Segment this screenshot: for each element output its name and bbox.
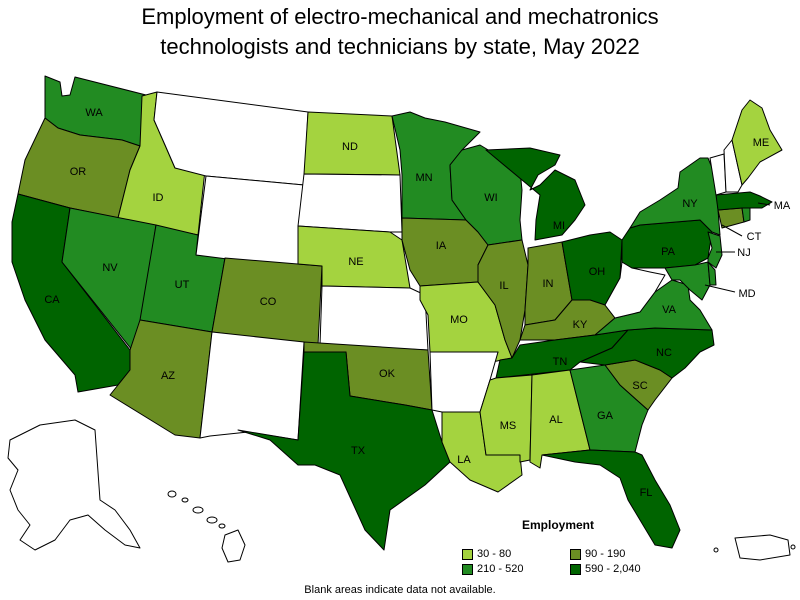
legend-swatch [462, 548, 473, 560]
state-wy[interactable] [195, 175, 305, 269]
label-ia: IA [436, 240, 447, 252]
state-ms[interactable] [479, 374, 533, 463]
label-nd: ND [342, 141, 358, 153]
state-nj[interactable] [707, 231, 723, 269]
legend-label: 210 - 520 [477, 563, 524, 575]
hawaii-small-islands [167, 490, 226, 529]
state-nm[interactable] [199, 331, 305, 441]
state-md[interactable] [664, 261, 711, 301]
label-pa: PA [661, 246, 676, 258]
state-labels: WA OR CA ID NV UT AZ CO ND NE OK TX MN I… [44, 107, 791, 499]
label-il: IL [499, 280, 508, 292]
state-hi[interactable] [221, 529, 246, 563]
legend-item-590-2040: 590 - 2,040 [570, 563, 641, 575]
label-ut: UT [175, 279, 190, 291]
label-ma: MA [774, 200, 791, 212]
state-tx[interactable] [237, 351, 451, 551]
label-ky: KY [573, 319, 588, 331]
label-mo: MO [450, 314, 468, 326]
puerto-rico-small-islands [713, 544, 796, 553]
label-co: CO [260, 296, 277, 308]
state-ks[interactable] [319, 285, 429, 351]
label-nc: NC [656, 347, 672, 359]
leader-lines [704, 202, 771, 293]
state-ct[interactable] [717, 207, 745, 229]
state-ri[interactable] [741, 207, 751, 223]
label-id: ID [153, 192, 164, 204]
label-md: MD [738, 288, 755, 300]
label-ok: OK [379, 368, 396, 380]
state-sd[interactable] [297, 173, 403, 233]
label-ca: CA [44, 294, 60, 306]
state-me[interactable] [731, 99, 783, 186]
label-me: ME [753, 137, 770, 149]
state-pr[interactable] [734, 534, 791, 561]
label-tn: TN [553, 356, 568, 368]
state-fl[interactable] [541, 449, 681, 549]
footnote: Blank areas indicate data not available. [304, 584, 496, 596]
label-az: AZ [161, 370, 175, 382]
label-or: OR [70, 166, 87, 178]
legend-swatch [570, 563, 581, 575]
label-al: AL [549, 414, 562, 426]
label-nj: NJ [737, 247, 750, 259]
label-ny: NY [682, 198, 698, 210]
label-in: IN [543, 278, 554, 290]
legend-item-30-80: 30 - 80 [462, 548, 511, 560]
label-fl: FL [640, 487, 653, 499]
legend-label: 590 - 2,040 [585, 563, 641, 575]
legend-item-210-520: 210 - 520 [462, 563, 523, 575]
label-nv: NV [102, 262, 118, 274]
legend-item-90-190: 90 - 190 [570, 548, 625, 560]
state-ak[interactable] [7, 419, 141, 551]
legend-title: Employment [522, 518, 595, 532]
label-ms: MS [500, 420, 517, 432]
state-ma[interactable] [715, 191, 773, 211]
state-mi[interactable] [485, 147, 586, 241]
label-oh: OH [589, 266, 606, 278]
label-mi: MI [553, 220, 565, 232]
state-wv[interactable] [604, 261, 666, 319]
state-nh[interactable] [723, 139, 743, 193]
map-title: Employment of electro-mechanical and mec… [0, 2, 800, 62]
label-la: LA [457, 454, 471, 466]
label-mn: MN [415, 172, 432, 184]
legend-swatch [570, 548, 581, 560]
label-sc: SC [632, 380, 647, 392]
label-tx: TX [351, 445, 366, 457]
state-pa[interactable] [621, 219, 713, 269]
legend-label: 30 - 80 [477, 548, 512, 560]
label-wi: WI [484, 192, 497, 204]
label-va: VA [662, 304, 677, 316]
map-title-line-1: Employment of electro-mechanical and mec… [141, 4, 659, 29]
label-wa: WA [85, 107, 103, 119]
label-ct: CT [747, 231, 762, 243]
label-ne: NE [348, 256, 363, 268]
legend-label: 90 - 190 [585, 548, 626, 560]
map-title-line-2: technologists and technicians by state, … [160, 34, 640, 59]
state-de[interactable] [707, 261, 717, 286]
legend-swatch [462, 563, 473, 575]
label-ga: GA [597, 410, 614, 422]
